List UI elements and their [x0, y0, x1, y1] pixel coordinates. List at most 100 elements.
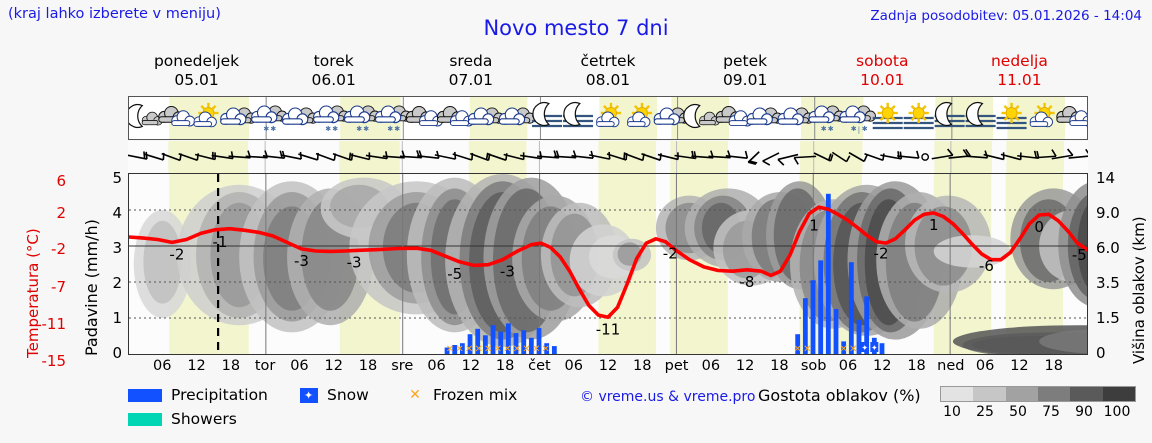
cloud-density-step: [1070, 387, 1103, 401]
cloud-density-tick: 10: [943, 404, 961, 420]
svg-text:-1: -1: [213, 233, 228, 251]
svg-text:✕: ✕: [455, 344, 463, 355]
svg-text:✕: ✕: [849, 344, 857, 355]
temperature-axis-ticks: 6 2 -2 -7 -11 -15: [30, 160, 67, 370]
time-tick-label: 06: [701, 358, 721, 374]
day-header-row: ponedeljek 05.01 torek 06.01 sreda 07.01 četrt…: [128, 52, 1088, 92]
legend-showers-label: Showers: [171, 410, 237, 428]
cloud-height-tick: 1.5: [1096, 309, 1120, 327]
cloud-height-tick: 9.0: [1096, 204, 1120, 222]
location-hint: (kraj lahko izberete v meniju): [8, 6, 221, 22]
legend: Precipitation Showers ✦ Snow ✕ Frozen mi…: [128, 386, 648, 436]
svg-text:✱: ✱: [363, 125, 369, 133]
day-name: četrtek: [580, 52, 636, 70]
precipitation-tick: 4: [112, 204, 122, 222]
precipitation-tick: 1: [112, 309, 122, 327]
time-tick-label: 06: [564, 358, 583, 374]
time-tick-label: 18: [358, 358, 378, 374]
day-name: sobota: [856, 52, 909, 70]
page-title: Novo mesto 7 dni: [483, 16, 669, 40]
svg-text:✕: ✕: [803, 344, 811, 355]
svg-text:✱: ✱: [325, 125, 331, 133]
svg-text:-11: -11: [596, 320, 621, 338]
legend-precipitation: Precipitation: [128, 386, 268, 404]
time-tick-label: 06: [975, 358, 995, 374]
time-tick-label: 18: [907, 358, 926, 374]
cloud-density-title: Gostota oblakov (%): [758, 386, 921, 405]
svg-text:✕: ✕: [522, 344, 530, 355]
svg-text:-2: -2: [663, 245, 678, 263]
precipitation-swatch: [128, 388, 162, 402]
svg-text:✱: ✱: [862, 125, 868, 133]
day-header-2: torek 06.01: [265, 52, 402, 92]
svg-text:✱: ✱: [828, 125, 834, 133]
time-tick-label: čet: [528, 358, 551, 374]
svg-text:-3: -3: [500, 263, 515, 281]
snow-icon: ✦: [300, 387, 318, 403]
svg-text:-3: -3: [347, 253, 362, 271]
svg-text:✦: ✦: [871, 344, 878, 353]
legend-snow-label: Snow: [327, 386, 369, 404]
time-tick-label: 12: [735, 358, 755, 374]
legend-showers: Showers: [128, 410, 237, 428]
day-date: 11.01: [997, 71, 1042, 89]
frozen-mix-icon: ✕: [409, 386, 421, 403]
day-date: 09.01: [722, 71, 768, 89]
time-tick-label: 12: [598, 358, 618, 374]
last-updated: Zadnja posodobitev: 05.01.2026 - 14:04: [870, 8, 1142, 24]
svg-text:✱: ✱: [270, 125, 276, 133]
cloud-density-step: [1005, 387, 1038, 401]
wind-barb-row: [128, 141, 1088, 173]
temperature-tick: -15: [41, 352, 67, 370]
legend-snow: ✦ Snow: [300, 386, 369, 404]
time-tick-label: ned: [937, 358, 965, 374]
time-tick-label: 18: [633, 358, 652, 374]
svg-text:✕: ✕: [474, 344, 482, 355]
cloud-density-step: [1037, 387, 1071, 401]
svg-text:-5: -5: [1072, 246, 1087, 264]
svg-text:✕: ✕: [503, 344, 511, 355]
day-header-5: petek 09.01: [677, 52, 814, 92]
cloud-density-colorbar: [940, 386, 1136, 402]
day-date: 10.01: [860, 71, 905, 89]
cloud-density-ticks: 10 25 50 75 90 100: [936, 404, 1142, 422]
cloud-density-tick: 25: [976, 404, 994, 420]
svg-text:-2: -2: [874, 245, 889, 263]
svg-text:✕: ✕: [793, 344, 801, 355]
day-header-7: nedelja 11.01: [951, 52, 1088, 92]
legend-frozen-mix-label: Frozen mix: [433, 386, 518, 404]
svg-text:✱: ✱: [851, 125, 857, 133]
time-tick-label: sre: [391, 358, 414, 374]
svg-text:✱: ✱: [821, 125, 827, 133]
day-date: 06.01: [311, 71, 356, 89]
cloud-height-tick: 6.0: [1096, 239, 1120, 257]
temperature-tick: -7: [51, 278, 66, 296]
time-tick-label: 06: [290, 358, 309, 374]
time-tick-label: 12: [1010, 358, 1029, 374]
cloud-density-tick: 50: [1009, 404, 1027, 420]
svg-text:✕: ✕: [484, 344, 492, 355]
showers-swatch: [128, 412, 162, 426]
svg-text:1: 1: [809, 217, 819, 235]
time-tick-label: 12: [461, 358, 481, 374]
time-tick-label: 12: [873, 358, 892, 374]
meteogram-plot: ✕ ✕ ✕ ✕ ✕ ✕ ✕ ✕ ✕ ✕ ✕ ✕ ✕ ✕ ✕ ✦ ✦ -2 -1 -3 -3 -5 -3 -11 -2 -8 1 -2 1…: [128, 173, 1088, 355]
time-tick-label: 06: [838, 358, 858, 374]
day-name: ponedeljek: [153, 52, 240, 70]
precipitation-tick: 2: [112, 274, 122, 292]
temperature-tick: 2: [56, 204, 66, 222]
temperature-axis-title: Temperatura (°C): [24, 228, 42, 358]
svg-text:✦: ✦: [861, 344, 868, 353]
svg-text:0: 0: [1034, 218, 1044, 236]
day-name: petek: [723, 52, 768, 70]
svg-text:-3: -3: [294, 252, 309, 270]
cloud-height-tick: 0: [1096, 344, 1106, 362]
precipitation-tick: 3: [112, 239, 122, 257]
svg-text:✕: ✕: [839, 344, 847, 355]
time-tick-label: pet: [664, 358, 689, 374]
day-header-4: četrtek 08.01: [539, 52, 676, 92]
temperature-tick: -2: [51, 240, 66, 258]
day-name: nedelja: [990, 52, 1048, 70]
day-header-6: sobota 10.01: [814, 52, 951, 92]
cloud-height-tick: 3.5: [1096, 274, 1120, 292]
